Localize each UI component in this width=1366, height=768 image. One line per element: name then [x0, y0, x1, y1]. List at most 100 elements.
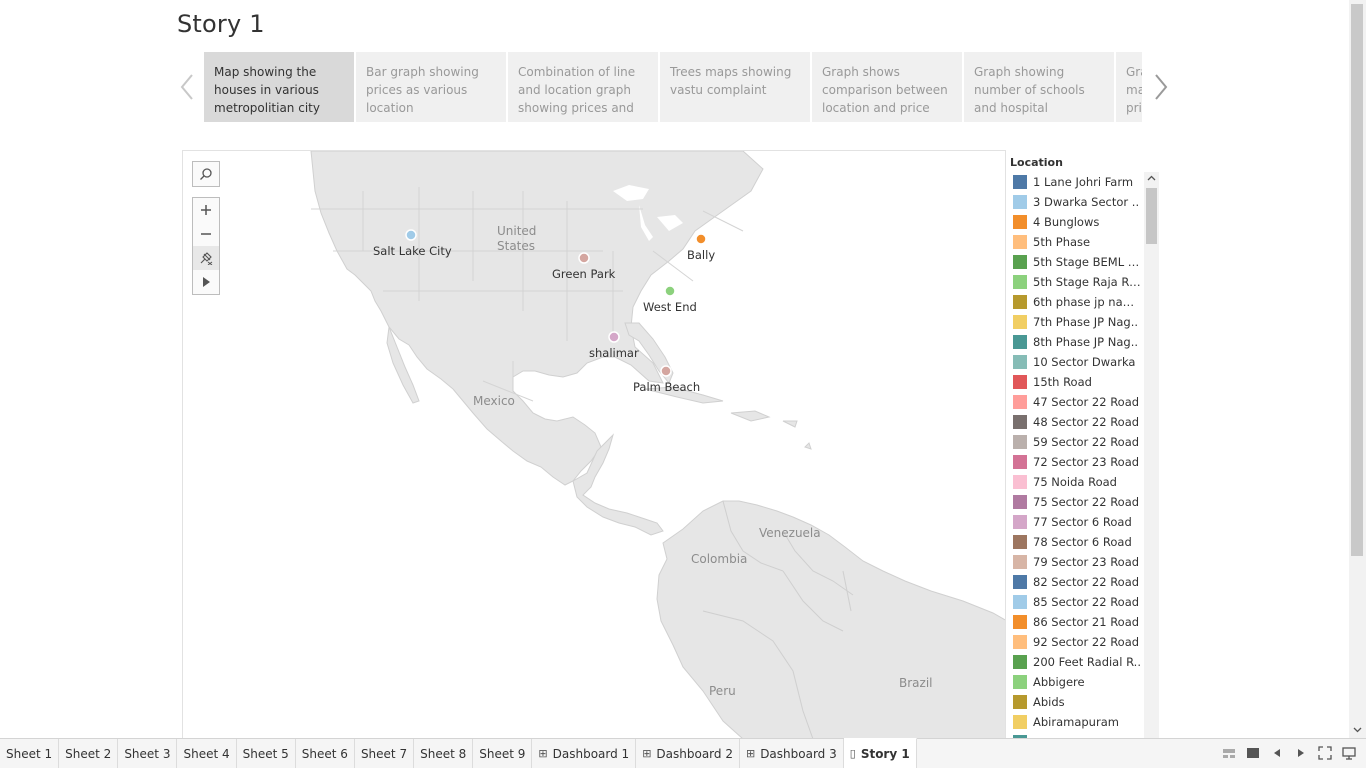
- tab-sheet-7[interactable]: Sheet 7: [355, 739, 415, 768]
- search-icon: [200, 168, 212, 180]
- tab-sheet-6[interactable]: Sheet 6: [296, 739, 355, 768]
- legend-item[interactable]: 75 Noida Road: [1010, 472, 1144, 492]
- tab-sheet-8[interactable]: Sheet 8: [414, 739, 474, 768]
- legend-swatch: [1013, 595, 1027, 609]
- legend-item[interactable]: 1 Lane Johri Farm: [1010, 172, 1144, 192]
- map-point-west-end[interactable]: [664, 285, 676, 297]
- storypoint-5[interactable]: Graph shows comparison between location …: [812, 52, 962, 122]
- storypoint-1[interactable]: Map showing the houses in various metrop…: [204, 52, 354, 122]
- legend-item[interactable]: 200 Feet Radial R..: [1010, 652, 1144, 672]
- tab-sheet-1[interactable]: Sheet 1: [0, 739, 60, 768]
- region-label-us-line2: States: [497, 239, 535, 253]
- tab-story-1[interactable]: ▯ Story 1: [843, 738, 917, 768]
- tab-sheet-5[interactable]: Sheet 5: [237, 739, 296, 768]
- legend-item[interactable]: 48 Sector 22 Road: [1010, 412, 1144, 432]
- legend-item[interactable]: 5th Phase: [1010, 232, 1144, 252]
- storypoint-4[interactable]: Trees maps showing vastu complaint: [660, 52, 810, 122]
- legend-item[interactable]: 10 Sector Dwarka: [1010, 352, 1144, 372]
- map-search-button[interactable]: [193, 162, 219, 186]
- legend-item[interactable]: 72 Sector 23 Road: [1010, 452, 1144, 472]
- legend-label: 79 Sector 23 Road: [1033, 555, 1140, 569]
- map-point-salt-lake-city[interactable]: [405, 229, 417, 241]
- next-storypoint-button[interactable]: [1150, 68, 1172, 106]
- presentation-mode-button[interactable]: [1318, 746, 1332, 760]
- legend-item[interactable]: 47 Sector 22 Road: [1010, 392, 1144, 412]
- legend-item[interactable]: 8th Phase JP Nag..: [1010, 332, 1144, 352]
- next-sheet-button[interactable]: [1294, 746, 1308, 760]
- scroll-up-icon[interactable]: [1147, 174, 1156, 183]
- legend-swatch: [1013, 655, 1027, 669]
- legend-item[interactable]: 75 Sector 22 Road: [1010, 492, 1144, 512]
- location-legend[interactable]: 1 Lane Johri Farm 3 Dwarka Sector .. 4 Bun…: [1010, 172, 1144, 738]
- legend-item[interactable]: Abids: [1010, 692, 1144, 712]
- previous-storypoint-button[interactable]: [176, 68, 198, 106]
- storypoint-6[interactable]: Graph showing number of schools and hosp…: [964, 52, 1114, 122]
- legend-item[interactable]: 77 Sector 6 Road: [1010, 512, 1144, 532]
- previous-sheet-button[interactable]: [1270, 746, 1284, 760]
- map-point-bally[interactable]: [695, 233, 707, 245]
- legend-item[interactable]: 82 Sector 22 Road: [1010, 572, 1144, 592]
- legend-item[interactable]: 5th Stage BEML L..: [1010, 252, 1144, 272]
- map-point-palm-beach[interactable]: [660, 365, 672, 377]
- legend-swatch: [1013, 515, 1027, 529]
- tab-label: Sheet 7: [360, 746, 408, 761]
- show-filmstrip-button[interactable]: [1222, 746, 1236, 760]
- legend-swatch: [1013, 395, 1027, 409]
- map-point-shalimar[interactable]: [608, 331, 620, 343]
- legend-item[interactable]: [1010, 732, 1144, 738]
- legend-item[interactable]: Abiramapuram: [1010, 712, 1144, 732]
- zoom-out-button[interactable]: [193, 222, 219, 246]
- legend-scrollbar[interactable]: [1144, 172, 1159, 738]
- legend-item[interactable]: 78 Sector 6 Road: [1010, 532, 1144, 552]
- map-view[interactable]: United States Mexico Venezuela Colombia …: [182, 150, 1006, 738]
- tab-sheet-2[interactable]: Sheet 2: [59, 739, 119, 768]
- legend-swatch: [1013, 175, 1027, 189]
- reset-map-button[interactable]: [193, 246, 219, 270]
- tab-label: Sheet 2: [65, 746, 112, 761]
- legend-item[interactable]: 3 Dwarka Sector ..: [1010, 192, 1144, 212]
- legend-item[interactable]: 79 Sector 23 Road: [1010, 552, 1144, 572]
- map-point-green-park[interactable]: [578, 252, 590, 264]
- tab-dashboard-3[interactable]: ⊞ Dashboard 3: [740, 739, 844, 768]
- legend-swatch: [1013, 715, 1027, 729]
- show-tabs-button[interactable]: [1246, 746, 1260, 760]
- legend-item[interactable]: Abbigere: [1010, 672, 1144, 692]
- fullscreen-icon: [1318, 746, 1332, 760]
- storypoint-3[interactable]: Combination of line and location graph s…: [508, 52, 658, 122]
- scroll-down-icon[interactable]: [1353, 725, 1362, 734]
- legend-item[interactable]: 7th Phase JP Nag..: [1010, 312, 1144, 332]
- storypoint-2[interactable]: Bar graph showing prices as various loca…: [356, 52, 506, 122]
- legend-label: 75 Noida Road: [1033, 475, 1117, 489]
- legend-swatch: [1013, 355, 1027, 369]
- tab-dashboard-1[interactable]: ⊞ Dashboard 1: [532, 739, 637, 768]
- base-map[interactable]: United States Mexico Venezuela Colombia …: [183, 151, 1006, 738]
- present-button[interactable]: [1342, 746, 1356, 760]
- legend-label: 10 Sector Dwarka: [1033, 355, 1136, 369]
- legend-item[interactable]: 86 Sector 21 Road: [1010, 612, 1144, 632]
- tab-sheet-9[interactable]: Sheet 9: [473, 739, 533, 768]
- tab-label: Story 1: [860, 746, 910, 761]
- great-lakes: [613, 185, 683, 241]
- tab-sheet-3[interactable]: Sheet 3: [118, 739, 178, 768]
- legend-item[interactable]: 15th Road: [1010, 372, 1144, 392]
- legend-item[interactable]: 85 Sector 22 Road: [1010, 592, 1144, 612]
- legend-label: 92 Sector 22 Road: [1033, 635, 1140, 649]
- zoom-in-button[interactable]: [193, 198, 219, 222]
- filmstrip-icon: [1223, 749, 1235, 758]
- tab-label: Sheet 9: [479, 746, 526, 761]
- storypoint-7[interactable]: Gra ma pric: [1116, 52, 1142, 122]
- legend-label: 59 Sector 22 Road: [1033, 435, 1140, 449]
- legend-label: 75 Sector 22 Road: [1033, 495, 1140, 509]
- legend-label: 72 Sector 23 Road: [1033, 455, 1140, 469]
- legend-item[interactable]: 4 Bunglows: [1010, 212, 1144, 232]
- legend-item[interactable]: 92 Sector 22 Road: [1010, 632, 1144, 652]
- legend-item[interactable]: 6th phase jp nagar: [1010, 292, 1144, 312]
- tab-sheet-4[interactable]: Sheet 4: [177, 739, 237, 768]
- page-scroll-thumb[interactable]: [1351, 4, 1363, 556]
- legend-item[interactable]: 59 Sector 22 Road: [1010, 432, 1144, 452]
- tab-dashboard-2[interactable]: ⊞ Dashboard 2: [636, 739, 740, 768]
- expand-toolbar-button[interactable]: [193, 270, 219, 294]
- legend-item[interactable]: 5th Stage Raja Ra..: [1010, 272, 1144, 292]
- legend-scroll-thumb[interactable]: [1146, 188, 1157, 244]
- page-scrollbar[interactable]: [1349, 0, 1366, 738]
